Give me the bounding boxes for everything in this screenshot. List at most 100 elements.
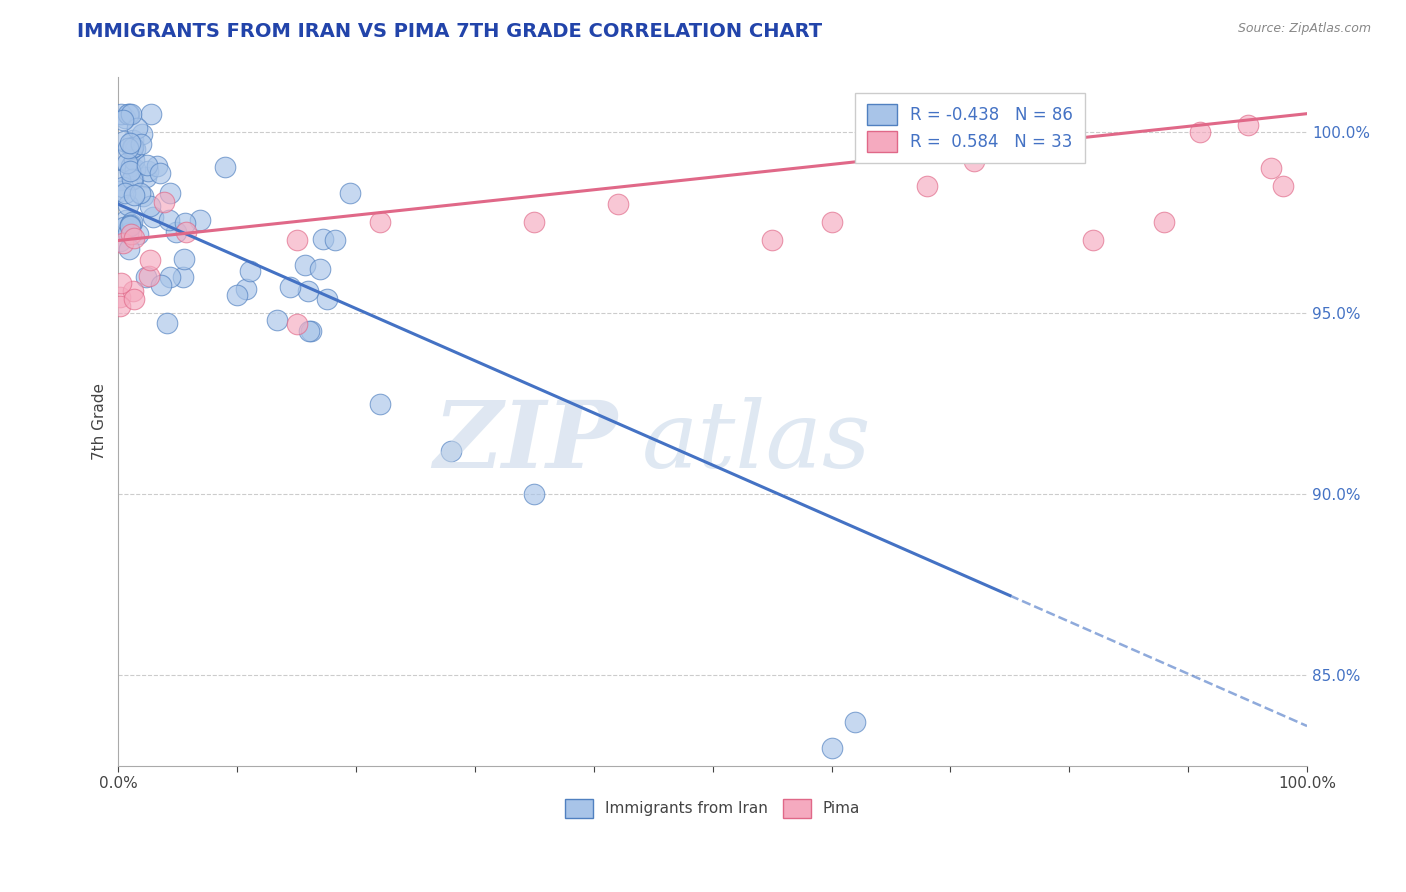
Point (108, 153, 131, 167)
Point (132, 189, 155, 203)
Point (138, 268, 160, 283)
Point (152, 194, 174, 209)
Point (523, 215, 546, 229)
Point (124, 188, 146, 202)
Text: atlas: atlas (641, 397, 870, 487)
Point (214, 160, 236, 174)
Point (266, 313, 288, 327)
Point (125, 120, 148, 135)
Point (120, 136, 142, 150)
Point (156, 316, 179, 330)
Point (121, 141, 143, 155)
Point (120, 106, 142, 120)
Point (120, 160, 142, 174)
Point (121, 215, 143, 229)
Point (165, 225, 187, 239)
Point (368, 396, 391, 410)
Point (117, 197, 139, 211)
Point (174, 216, 197, 230)
Point (1035, 132, 1057, 146)
Point (135, 170, 157, 185)
Point (108, 234, 131, 248)
Point (114, 186, 136, 201)
Point (157, 213, 180, 227)
Point (339, 186, 361, 200)
Point (117, 226, 139, 240)
Point (299, 324, 322, 338)
Point (118, 106, 141, 120)
Point (285, 317, 308, 331)
Point (278, 280, 301, 294)
Point (124, 292, 146, 306)
Point (112, 219, 135, 234)
Point (138, 252, 160, 267)
Point (1081, 234, 1104, 248)
Point (294, 258, 316, 272)
Point (1153, 215, 1175, 229)
Point (139, 199, 162, 213)
Point (124, 153, 146, 167)
Point (174, 225, 197, 239)
Point (120, 218, 142, 232)
Point (149, 277, 172, 292)
Point (108, 299, 131, 313)
Point (285, 234, 308, 248)
Point (136, 158, 159, 172)
Point (120, 227, 142, 241)
Point (963, 153, 986, 168)
Point (135, 269, 157, 284)
Point (110, 106, 132, 120)
Point (820, 740, 842, 755)
Point (127, 227, 149, 242)
Point (118, 219, 141, 234)
Point (146, 159, 169, 173)
Point (131, 127, 153, 141)
Text: ZIP: ZIP (433, 397, 617, 487)
Point (122, 133, 145, 147)
Point (121, 172, 143, 186)
Point (523, 487, 546, 501)
Point (114, 213, 136, 227)
Point (122, 140, 145, 154)
Point (188, 213, 211, 227)
Point (112, 134, 135, 148)
Point (761, 234, 783, 248)
Point (440, 443, 463, 458)
Point (122, 231, 145, 245)
Text: Source: ZipAtlas.com: Source: ZipAtlas.com (1237, 22, 1371, 36)
Point (1189, 125, 1212, 139)
Point (139, 106, 162, 120)
Point (122, 172, 145, 186)
Point (124, 162, 146, 177)
Point (149, 166, 172, 180)
Point (112, 179, 135, 194)
Point (112, 236, 135, 251)
Point (298, 324, 321, 338)
Point (159, 186, 181, 201)
Point (311, 232, 333, 246)
Point (308, 262, 330, 277)
Point (368, 215, 391, 229)
Point (844, 715, 866, 730)
Point (297, 284, 319, 298)
Point (115, 156, 138, 170)
Point (108, 173, 131, 187)
Point (117, 141, 139, 155)
Point (111, 112, 134, 127)
Point (235, 282, 257, 296)
Point (159, 269, 181, 284)
Point (142, 210, 165, 224)
Point (118, 242, 141, 256)
Y-axis label: 7th Grade: 7th Grade (93, 384, 107, 460)
Point (820, 215, 842, 229)
Legend: Immigrants from Iran, Pima: Immigrants from Iran, Pima (560, 793, 866, 823)
Point (129, 186, 152, 200)
Point (1260, 161, 1282, 175)
Point (239, 263, 262, 277)
Point (117, 106, 139, 120)
Point (114, 111, 136, 125)
Point (1236, 118, 1258, 132)
Point (108, 290, 131, 304)
Point (172, 269, 194, 284)
Point (131, 136, 153, 151)
